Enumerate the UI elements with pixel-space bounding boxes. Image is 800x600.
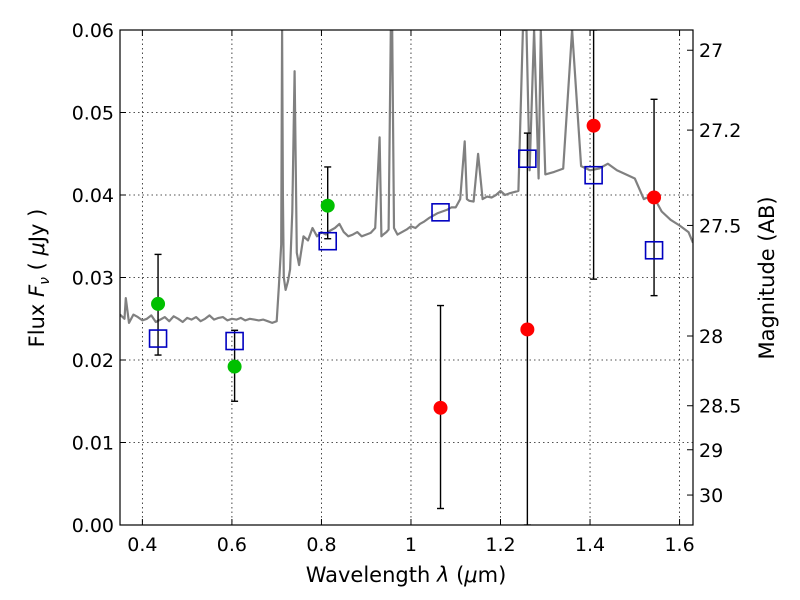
- y-tick-label: 0.03: [72, 268, 114, 290]
- right-tick-label: 28: [699, 326, 723, 348]
- data-point: [433, 400, 448, 415]
- y-tick-label: 0.01: [72, 433, 114, 455]
- x-tick-label: 1.6: [664, 534, 694, 556]
- y-tick-label: 0.00: [72, 515, 114, 537]
- model-square: [318, 231, 338, 251]
- x-tick-label: 1.2: [485, 534, 515, 556]
- model-square: [584, 165, 603, 185]
- right-axis-label: Magnitude (AB): [755, 196, 779, 359]
- right-tick-label: 30: [699, 485, 723, 507]
- model-square: [431, 203, 450, 222]
- x-axis-label: Wavelength λ (μm): [306, 563, 507, 587]
- data-point: [520, 322, 535, 337]
- data-point: [320, 198, 335, 213]
- right-tick-label: 29: [699, 440, 723, 462]
- model-square: [148, 329, 168, 348]
- y-tick-label: 0.02: [72, 350, 114, 372]
- spectrum-line: [120, 30, 693, 324]
- y-tick-label: 0.06: [72, 20, 114, 42]
- data-point: [227, 359, 242, 374]
- model-spectrum: [120, 30, 693, 324]
- data-point: [586, 118, 601, 133]
- right-tick-label: 27.5: [699, 215, 741, 237]
- data-markers: [148, 118, 664, 415]
- model-square: [225, 331, 244, 351]
- y-axis-label: Flux Fν ( μJy ): [25, 209, 53, 348]
- ticks: 0.4 0.6 0.8 1 1.2 1.4 1.6 0.00 0.01 0.02 0.03 0.04 0…: [72, 20, 742, 556]
- right-tick-label: 28.5: [699, 396, 741, 418]
- right-tick-label: 27.2: [699, 120, 741, 142]
- x-tick-label: 0.6: [217, 534, 247, 556]
- model-square: [518, 149, 537, 168]
- right-tick-label: 27: [699, 40, 723, 62]
- y-tick-label: 0.04: [72, 185, 114, 207]
- x-tick-label: 1: [405, 534, 417, 556]
- x-tick-label: 0.8: [306, 534, 336, 556]
- model-square: [644, 240, 664, 260]
- data-point: [647, 190, 662, 205]
- x-tick-label: 0.4: [127, 534, 157, 556]
- y-tick-label: 0.05: [72, 103, 114, 125]
- x-tick-label: 1.4: [575, 534, 605, 556]
- data-point: [151, 296, 166, 311]
- grid: [120, 30, 693, 525]
